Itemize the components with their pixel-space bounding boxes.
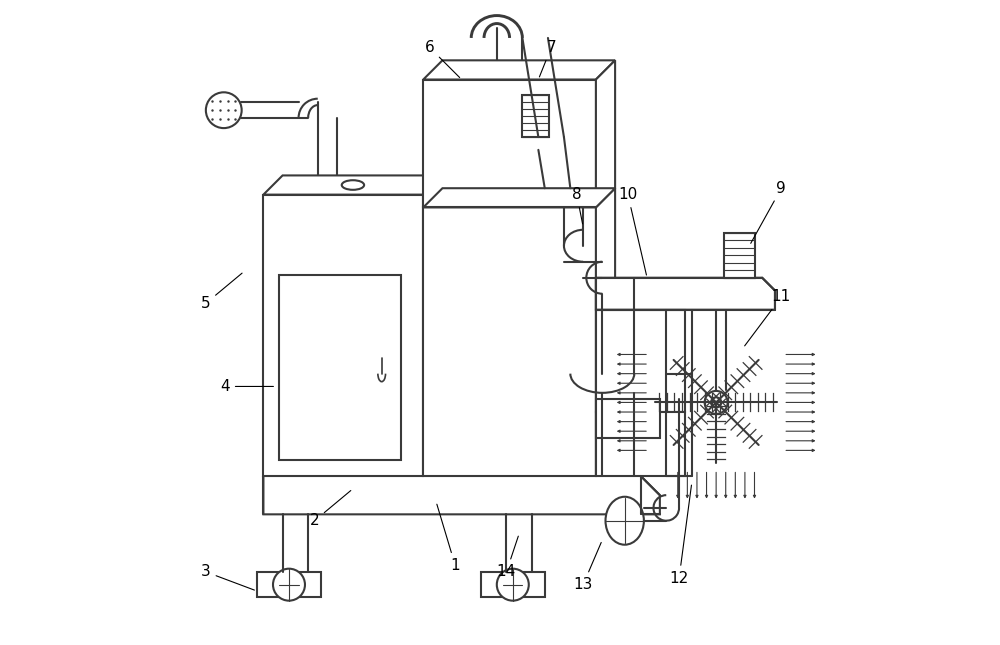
Polygon shape xyxy=(423,188,615,208)
Bar xyxy=(596,412,685,476)
Ellipse shape xyxy=(342,180,364,190)
Text: 12: 12 xyxy=(669,485,691,586)
Circle shape xyxy=(206,92,242,128)
Bar xyxy=(257,572,321,597)
Bar xyxy=(263,195,423,476)
Text: 10: 10 xyxy=(618,187,646,275)
Text: 11: 11 xyxy=(745,290,791,346)
Text: 5: 5 xyxy=(201,273,242,311)
Text: 8: 8 xyxy=(572,187,583,224)
Circle shape xyxy=(273,569,305,600)
Bar xyxy=(481,572,545,597)
Bar xyxy=(596,310,685,412)
Bar xyxy=(724,233,755,278)
Bar xyxy=(423,208,596,476)
Polygon shape xyxy=(596,278,775,310)
Bar xyxy=(522,95,549,137)
Bar xyxy=(423,79,596,208)
Text: 2: 2 xyxy=(310,491,351,528)
Polygon shape xyxy=(423,61,615,79)
Text: 1: 1 xyxy=(437,504,460,573)
Circle shape xyxy=(497,569,529,600)
Text: 7: 7 xyxy=(539,40,556,77)
Polygon shape xyxy=(423,175,442,476)
Ellipse shape xyxy=(606,497,644,545)
Polygon shape xyxy=(596,61,615,208)
Circle shape xyxy=(711,397,721,408)
Bar xyxy=(596,399,660,437)
Text: 6: 6 xyxy=(425,40,460,77)
Circle shape xyxy=(705,391,728,414)
Bar xyxy=(279,275,401,460)
Text: 13: 13 xyxy=(573,542,601,592)
Text: 9: 9 xyxy=(751,181,786,243)
Polygon shape xyxy=(263,476,660,514)
Text: 4: 4 xyxy=(220,379,273,394)
Polygon shape xyxy=(596,188,615,476)
Text: 3: 3 xyxy=(201,564,254,590)
Polygon shape xyxy=(263,175,442,195)
Text: 14: 14 xyxy=(497,536,518,579)
